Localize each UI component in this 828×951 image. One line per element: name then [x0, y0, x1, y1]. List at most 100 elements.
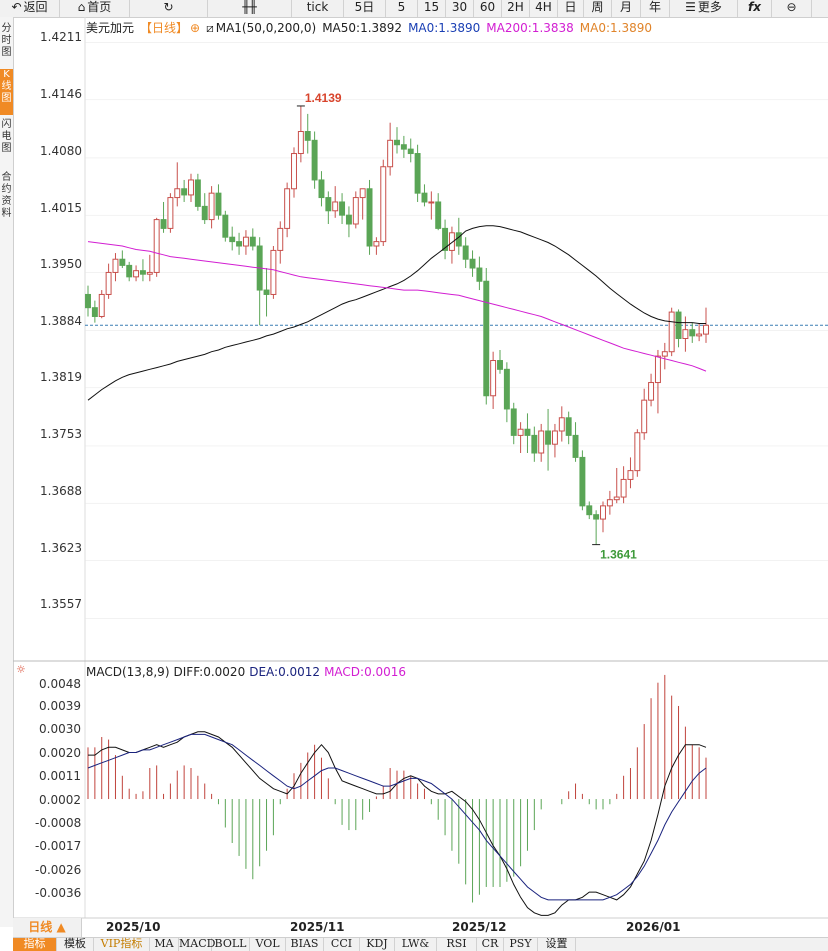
- candle-body: [634, 432, 641, 472]
- indicator-tab[interactable]: KDJ: [360, 938, 395, 951]
- candle-body: [476, 267, 483, 282]
- indicator-tab[interactable]: 指标: [13, 938, 57, 951]
- price-tick-label: 1.3884: [40, 314, 82, 328]
- period-select[interactable]: 日线 ▲: [13, 918, 82, 937]
- sidebar-item-kline[interactable]: K线图: [0, 69, 13, 115]
- indicator-icon[interactable]: ⧄: [206, 21, 214, 35]
- candle-body: [654, 355, 661, 384]
- candle-body: [215, 192, 222, 216]
- top-toolbar: ↶ 返回 ⌂ 首页 ↻ ╫╫ tick 5日 5 15 30 60 2H 4H 日周月年 ☰ 更多 …: [0, 0, 828, 18]
- sidebar-item-timeshare[interactable]: 分时图: [1, 23, 12, 58]
- candle-body: [98, 293, 105, 317]
- candle-body: [85, 293, 91, 309]
- period-button-4[interactable]: 60: [474, 0, 502, 17]
- macd-tick-label: 0.0030: [39, 722, 81, 736]
- candle-body: [394, 139, 400, 146]
- period-button-9[interactable]: 月: [612, 0, 641, 17]
- indicator-tab[interactable]: CCI: [324, 938, 360, 951]
- indicator-tab[interactable]: CR: [477, 938, 504, 951]
- indicator-tabs: 指标 模板 VIP指标 MA MACD BOLL VOL BIAS CCI KDJ LW& RSI CR…: [13, 937, 828, 951]
- formula-button[interactable]: fx: [738, 0, 772, 17]
- period-label: 【日线】: [140, 21, 189, 35]
- period-button-2[interactable]: 15: [418, 0, 446, 17]
- candle-body: [586, 505, 593, 516]
- indicator-tab[interactable]: BOLL: [212, 938, 250, 951]
- candle-body: [359, 188, 366, 199]
- period-button-1[interactable]: 5: [386, 0, 418, 17]
- candle-body: [510, 408, 517, 436]
- candle-body: [126, 264, 133, 278]
- ma200-value: MA200:1.3838: [486, 21, 574, 35]
- ma-label: MA1(50,0,200,0): [215, 21, 317, 35]
- sidebar-item-lightning[interactable]: 闪电图: [1, 119, 12, 154]
- macd-tick-label: -0.0008: [35, 816, 82, 830]
- price-tick-label: 1.3623: [40, 541, 82, 555]
- period-button-6[interactable]: 4H: [530, 0, 558, 17]
- period-button-0[interactable]: 5日: [344, 0, 386, 17]
- indicator-tab[interactable]: MA: [150, 938, 179, 951]
- candle-body: [675, 311, 682, 340]
- indicator-tab[interactable]: LW&: [395, 938, 437, 951]
- candle-body: [263, 289, 270, 295]
- indicator-tab[interactable]: VOL: [250, 938, 286, 951]
- macd-label: MACD(13,8,9): [86, 665, 170, 679]
- candle-body: [380, 166, 387, 243]
- macd-macd-value: MACD:0.0016: [324, 665, 407, 679]
- candle-body: [304, 131, 311, 141]
- candle-body: [606, 499, 613, 507]
- macd-diff-line: [88, 731, 707, 916]
- candle-body: [531, 434, 538, 454]
- candle-body: [579, 456, 586, 507]
- tick-button[interactable]: tick: [292, 0, 344, 17]
- period-button-7[interactable]: 日: [558, 0, 584, 17]
- price-tick-label: 1.4015: [40, 201, 82, 215]
- zoom-out-button[interactable]: ⊖: [772, 0, 812, 17]
- indicator-tab[interactable]: RSI: [437, 938, 477, 951]
- sidebar-item-contract[interactable]: 合约资料: [1, 172, 12, 219]
- back-button[interactable]: ↶ 返回: [0, 0, 60, 17]
- candle-body: [648, 382, 655, 401]
- indicator-tab[interactable]: MACD: [179, 937, 216, 951]
- candle-body: [105, 271, 112, 295]
- candle-body: [208, 192, 215, 221]
- candle-body: [462, 245, 469, 260]
- indicator-tab[interactable]: 设置: [538, 938, 576, 951]
- macd-settings-icon[interactable]: ☼: [16, 663, 26, 676]
- candle-body: [593, 514, 600, 520]
- indicator-tab[interactable]: VIP指标: [94, 938, 150, 951]
- indicator-tab[interactable]: BIAS: [286, 938, 324, 951]
- candlestick-icon: ╫╫: [242, 0, 257, 14]
- candle-body: [442, 227, 449, 251]
- home-button[interactable]: ⌂ 首页: [60, 0, 130, 17]
- macd-tick-label: 0.0048: [39, 677, 81, 691]
- macd-tick-label: -0.0036: [35, 886, 82, 900]
- candle-body: [297, 131, 304, 155]
- candle-body: [373, 241, 380, 247]
- candle-body: [414, 153, 421, 194]
- chart-info-line: 美元加元 【日线】 ⊕ ⧄ MA1(50,0,200,0) MA50:1.3892 MA0:…: [86, 19, 658, 36]
- price-tick-label: 1.4146: [40, 87, 82, 101]
- refresh-icon: ↻: [163, 0, 174, 14]
- indicator-tab[interactable]: PSY: [504, 938, 538, 951]
- candle-body: [332, 201, 339, 212]
- candle-body: [689, 329, 696, 337]
- candle-body: [352, 197, 359, 225]
- candle-body: [551, 430, 558, 445]
- settings-icon[interactable]: ⊕: [190, 21, 201, 35]
- more-button[interactable]: ☰ 更多: [670, 0, 738, 17]
- refresh-button[interactable]: ↻: [130, 0, 208, 17]
- period-button-8[interactable]: 周: [584, 0, 612, 17]
- menu-icon: ☰: [685, 0, 696, 14]
- ma50-line: [87, 225, 706, 401]
- macd-dea-line: [87, 733, 707, 901]
- candle-body: [661, 351, 668, 357]
- price-tick-label: 1.4080: [40, 144, 82, 158]
- period-button-10[interactable]: 年: [641, 0, 670, 17]
- candle-type-button[interactable]: ╫╫: [208, 0, 292, 17]
- candle-body: [435, 201, 442, 229]
- candle-body: [366, 188, 373, 247]
- indicator-tab[interactable]: 模板: [57, 938, 94, 951]
- period-button-3[interactable]: 30: [446, 0, 474, 17]
- period-button-5[interactable]: 2H: [502, 0, 530, 17]
